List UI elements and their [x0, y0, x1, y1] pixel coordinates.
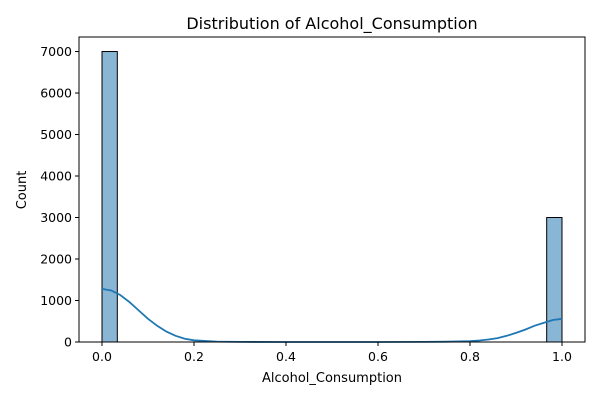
y-tick-label: 2000	[40, 252, 72, 267]
y-tick-label: 3000	[40, 210, 72, 225]
x-axis-ticks: 0.0 0.2 0.4 0.6 0.8 1.0	[92, 342, 572, 364]
histogram-bars	[101, 51, 563, 343]
y-tick-label: 5000	[40, 127, 72, 142]
x-tick-label: 1.0	[552, 349, 572, 364]
chart-title: Distribution of Alcohol_Consumption	[186, 14, 477, 34]
y-tick-label: 0	[64, 335, 72, 350]
x-tick-label: 0.2	[184, 349, 204, 364]
histogram-bar-1	[546, 217, 563, 343]
y-tick-label: 6000	[40, 86, 72, 101]
x-tick-label: 0.0	[92, 349, 112, 364]
y-axis-label: Count	[15, 171, 30, 210]
x-tick-label: 0.8	[460, 349, 480, 364]
plot-area-frame	[78, 36, 586, 343]
y-tick-label: 1000	[40, 293, 72, 308]
x-tick-label: 0.4	[276, 349, 296, 364]
histogram-bar-0	[101, 51, 118, 343]
x-axis-label: Alcohol_Consumption	[262, 371, 402, 386]
y-tick-label: 7000	[40, 44, 72, 59]
kde-curve-group	[101, 288, 563, 343]
y-tick-label: 4000	[40, 169, 72, 184]
kde-line	[101, 288, 563, 343]
y-axis-ticks: 0 1000 2000 3000 4000 5000 6000 7000	[40, 44, 79, 350]
x-tick-label: 0.6	[368, 349, 388, 364]
